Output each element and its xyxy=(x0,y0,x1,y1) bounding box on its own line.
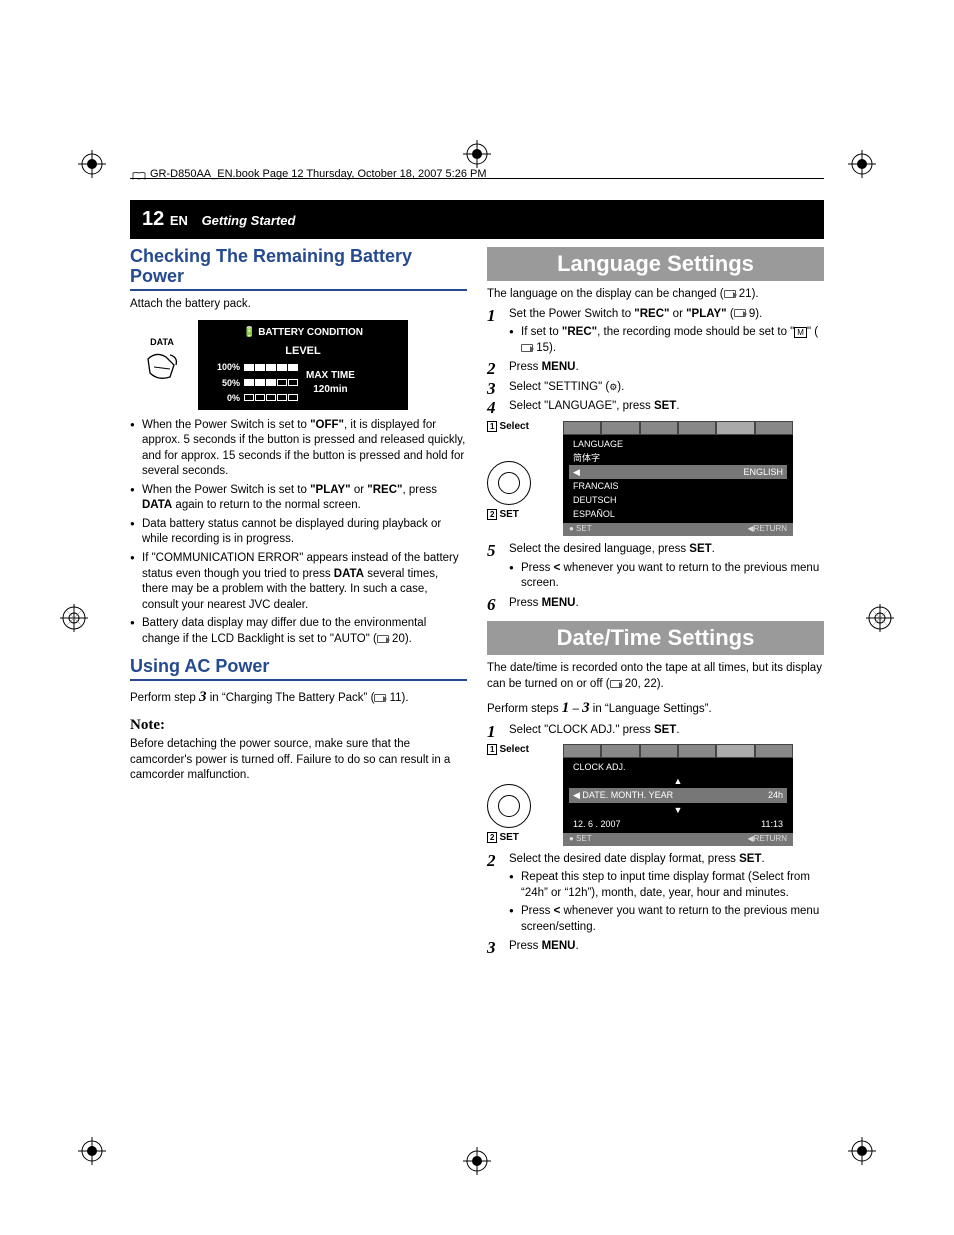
date-intro: The date/time is recorded onto the tape … xyxy=(487,661,824,692)
max-time: MAX TIME 120min xyxy=(306,369,355,396)
menu-item: FRANCAIS xyxy=(569,479,787,493)
bullet: Battery data display may differ due to t… xyxy=(130,616,467,647)
heading-battery: Checking The Remaining Battery Power xyxy=(130,247,467,291)
menu-title: CLOCK ADJ. xyxy=(569,760,787,774)
registration-mark-icon xyxy=(60,604,88,632)
step: 2Press MENU. xyxy=(487,360,824,376)
banner-language: Language Settings xyxy=(487,247,824,281)
section-title: Getting Started xyxy=(202,213,296,228)
date-steps-cont: 2Select the desired date display format,… xyxy=(487,852,824,955)
fig-label-select: Select xyxy=(487,421,555,433)
sub-bullet: Press < whenever you want to return to t… xyxy=(509,904,824,935)
bullet: When the Power Switch is set to "OFF", i… xyxy=(130,418,467,480)
fig-label-select: Select xyxy=(487,744,555,756)
menu-item: DEUTSCH xyxy=(569,493,787,507)
content: 12 EN Getting Started Checking The Remai… xyxy=(130,200,824,959)
step: 4Select "LANGUAGE", press SET. xyxy=(487,399,824,415)
attach-text: Attach the battery pack. xyxy=(130,297,467,313)
registration-mark-icon xyxy=(848,150,876,178)
fig-label-set: SET xyxy=(487,832,555,844)
lang-intro: The language on the display can be chang… xyxy=(487,287,824,303)
ac-text: Perform step 3 in “Charging The Battery … xyxy=(130,687,467,707)
registration-mark-icon xyxy=(78,1137,106,1165)
lang-steps: 1Set the Power Switch to "REC" or "PLAY"… xyxy=(487,307,824,415)
registration-mark-icon xyxy=(78,150,106,178)
sub-bullet: If set to "REC", the recording mode shou… xyxy=(509,325,824,356)
sub-bullet: Repeat this step to input time display f… xyxy=(509,870,824,901)
date-steps: 1Select "CLOCK ADJ." press SET. xyxy=(487,723,824,739)
menu-item: ◀ ENGLISH xyxy=(569,465,787,479)
fig-label-set: SET xyxy=(487,509,555,521)
page-number: 12 xyxy=(142,208,164,230)
menu-item: 12. 6 . 200711:13 xyxy=(569,817,787,831)
battery-table: 🔋 BATTERY CONDITION LEVEL 100% 50% 0% MA… xyxy=(198,320,408,410)
title-bar: 12 EN Getting Started xyxy=(130,200,824,239)
book-icon xyxy=(132,172,146,180)
step: 5Select the desired language, press SET.… xyxy=(487,542,824,592)
fig-labels: Select SET xyxy=(487,421,555,521)
right-column: Language Settings The language on the di… xyxy=(487,247,824,959)
wheel-icon xyxy=(487,784,531,828)
step: 3Press MENU. xyxy=(487,939,824,955)
registration-mark-icon xyxy=(463,1147,491,1175)
banner-date: Date/Time Settings xyxy=(487,621,824,655)
menu-item: ESPAÑOL xyxy=(569,507,787,521)
hand-icon-block: DATA xyxy=(140,338,184,393)
date-menu-figure: Select SET CLOCK ADJ. ▲ ◀ DATE. MONTH. Y… xyxy=(487,744,824,846)
step: 1Select "CLOCK ADJ." press SET. xyxy=(487,723,824,739)
perform-text: Perform steps 1 – 3 in “Language Setting… xyxy=(487,698,824,718)
lang-steps-cont: 5Select the desired language, press SET.… xyxy=(487,542,824,611)
fig-labels: Select SET xyxy=(487,744,555,844)
registration-mark-icon xyxy=(848,1137,876,1165)
sub-bullet: Press < whenever you want to return to t… xyxy=(509,561,824,592)
ac-body: Perform step 3 in “Charging The Battery … xyxy=(130,687,467,784)
lang-body: The language on the display can be chang… xyxy=(487,287,824,611)
wheel-icon xyxy=(487,461,531,505)
date-body: The date/time is recorded onto the tape … xyxy=(487,661,824,954)
menu-item: ◀ DATE. MONTH. YEAR24h xyxy=(569,788,787,802)
battery-title: 🔋 BATTERY CONDITION xyxy=(208,326,398,340)
language-menu-figure: Select SET LANGUAGE 简体字 ◀ ENGLISH FRANCA… xyxy=(487,421,824,537)
menu-sub: 简体字 xyxy=(569,451,787,465)
battery-bullets: When the Power Switch is set to "OFF", i… xyxy=(130,418,467,647)
step: 3Select "SETTING" (⚙). xyxy=(487,380,824,396)
lang-code: EN xyxy=(170,213,188,228)
step: 6Press MENU. xyxy=(487,596,824,612)
battery-diagram: DATA 🔋 BATTERY CONDITION LEVEL 100% 50% … xyxy=(140,320,467,410)
left-column: Checking The Remaining Battery Power Att… xyxy=(130,247,467,959)
level-label: LEVEL xyxy=(208,344,398,359)
data-label: DATA xyxy=(140,338,184,347)
columns: Checking The Remaining Battery Power Att… xyxy=(130,247,824,959)
hand-icon xyxy=(140,347,184,387)
page: GR-D850AA_EN.book Page 12 Thursday, Octo… xyxy=(0,0,954,1235)
running-header: GR-D850AA_EN.book Page 12 Thursday, Octo… xyxy=(150,168,487,180)
note-heading: Note: xyxy=(130,715,467,735)
registration-mark-icon xyxy=(866,604,894,632)
clock-menu: CLOCK ADJ. ▲ ◀ DATE. MONTH. YEAR24h ▼ 12… xyxy=(563,744,793,846)
note-body: Before detaching the power source, make … xyxy=(130,737,467,784)
heading-ac: Using AC Power xyxy=(130,657,467,681)
bullet: If "COMMUNICATION ERROR" appears instead… xyxy=(130,551,467,613)
step: 2Select the desired date display format,… xyxy=(487,852,824,936)
step: 1Set the Power Switch to "REC" or "PLAY"… xyxy=(487,307,824,357)
left-body: Attach the battery pack. DATA 🔋 BATTERY … xyxy=(130,297,467,648)
language-menu: LANGUAGE 简体字 ◀ ENGLISH FRANCAIS DEUTSCH … xyxy=(563,421,793,537)
menu-title: LANGUAGE xyxy=(569,437,787,451)
bullet: Data battery status cannot be displayed … xyxy=(130,517,467,548)
battery-bars: 100% 50% 0% xyxy=(208,361,298,403)
bullet: When the Power Switch is set to "PLAY" o… xyxy=(130,483,467,514)
registration-mark-icon xyxy=(463,140,491,168)
